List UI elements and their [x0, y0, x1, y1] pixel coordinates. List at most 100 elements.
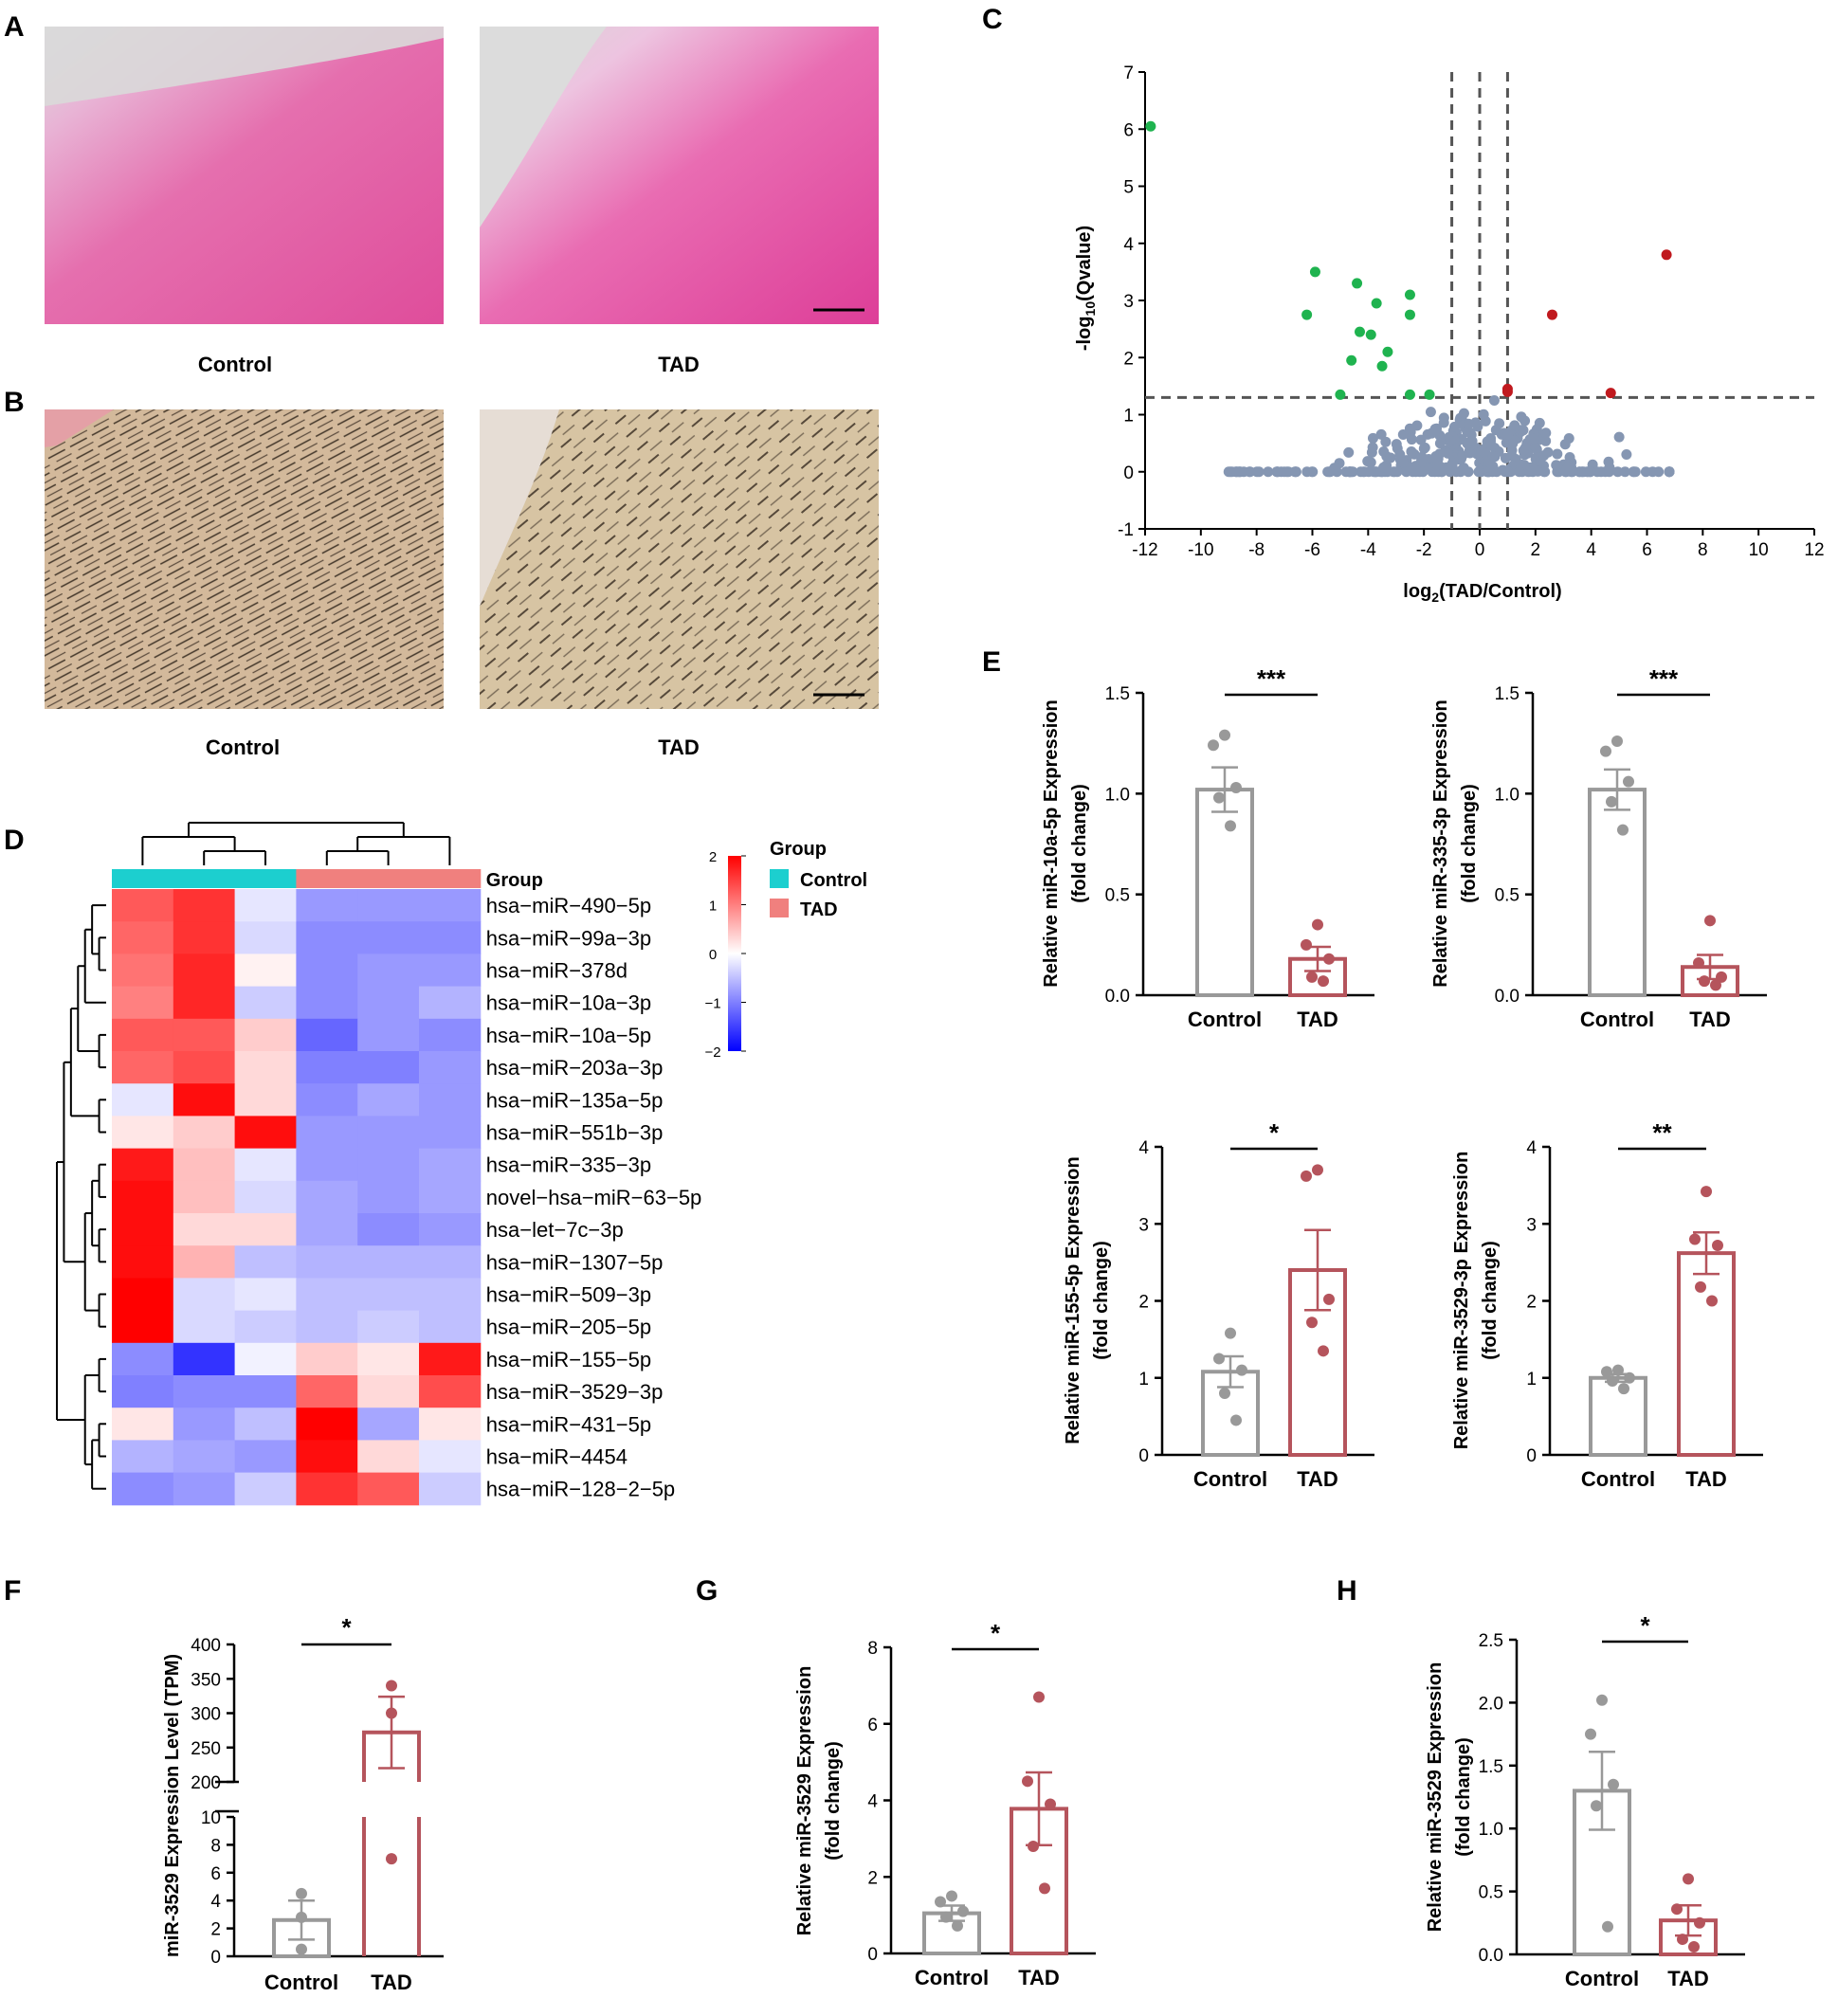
y-tick-label: 0.0: [1479, 1946, 1503, 1966]
y-axis-label-line2: (fold change): [823, 1741, 844, 1861]
ns-point: [1344, 466, 1356, 478]
data-point: [1602, 1920, 1613, 1933]
y-tick-label: 0: [1138, 1446, 1149, 1466]
data-point: [1301, 938, 1312, 951]
data-point: [1312, 918, 1323, 931]
ns-point: [1516, 411, 1527, 423]
y-tick-label: 2: [1526, 1293, 1537, 1313]
heatmap-cell: [234, 1213, 297, 1246]
y-tick-label: 4: [1526, 1138, 1537, 1158]
heatmap-cell: [173, 1245, 236, 1279]
down-regulated-point: [1352, 278, 1363, 289]
heatmap-cell: [296, 1213, 358, 1246]
group-bar-cell: [234, 869, 297, 888]
heatmap-cell: [296, 1148, 358, 1182]
ns-point: [1378, 462, 1390, 473]
category-label: Control: [1193, 1467, 1267, 1491]
heatmap-cell: [173, 1342, 236, 1376]
significance-label: *: [991, 1619, 1001, 1647]
ns-point: [1406, 462, 1417, 473]
group-bar-cell: [419, 869, 482, 888]
heatmap-cell: [112, 1310, 174, 1344]
ns-point: [1466, 435, 1478, 446]
heatmap-cell: [419, 1148, 482, 1182]
ns-point: [1518, 445, 1529, 456]
category-label: Control: [264, 1971, 338, 1994]
ns-point: [1375, 428, 1387, 440]
heatmap-cell: [234, 1408, 297, 1441]
heatmap-cell: [296, 889, 358, 922]
ns-point: [1263, 466, 1274, 478]
heatmap-cell: [112, 1245, 174, 1279]
ns-point: [1619, 466, 1630, 478]
group-bar-label: Group: [486, 870, 543, 891]
heatmap-cell: [173, 1408, 236, 1441]
scale-tick-label: −2: [704, 1044, 720, 1061]
data-point: [1688, 1941, 1700, 1953]
data-point: [296, 1887, 307, 1899]
heatmap-cell: [112, 1213, 174, 1246]
data-point: [1318, 1345, 1329, 1357]
heatmap-cell: [112, 1018, 174, 1052]
ns-point: [1483, 456, 1494, 467]
ns-point: [1409, 448, 1420, 460]
volcano-y-tick-label: 1: [1123, 407, 1134, 427]
volcano-x-tick-label: 2: [1531, 540, 1541, 560]
ns-point: [1502, 429, 1514, 441]
heatmap-cell: [419, 921, 482, 954]
heatmap-cell: [112, 1083, 174, 1117]
data-point: [1683, 1873, 1694, 1885]
category-label: TAD: [1297, 1467, 1338, 1491]
y-axis-label-line1: Relative miR-3529 Expression: [1425, 1662, 1446, 1933]
heatmap-cell: [296, 1472, 358, 1506]
data-point: [1706, 1295, 1718, 1307]
heatmap-cell: [296, 1083, 358, 1117]
heatmap-cell: [419, 1278, 482, 1312]
ns-point: [1411, 420, 1423, 431]
y-tick-label: 4: [1138, 1138, 1149, 1158]
panel-label-b: B: [4, 387, 25, 418]
heatmap-legend: Group Control TAD: [728, 839, 867, 1051]
heatmap-cell: [173, 1018, 236, 1052]
y-axis-label-line2: (fold change): [1091, 1241, 1112, 1360]
ns-point: [1518, 425, 1529, 436]
heatmap-row-label: hsa−let−7c−3p: [486, 1218, 624, 1242]
significance-label: ***: [1649, 664, 1679, 693]
heatmap-cell: [357, 1440, 420, 1474]
volcano-x-tick-label: 12: [1804, 540, 1824, 560]
category-label: TAD: [1018, 1966, 1060, 1989]
y-axis-label-line2: (fold change): [1453, 1737, 1474, 1857]
heatmap-cell: [357, 1310, 420, 1344]
y-tick-label: 4: [210, 1892, 221, 1912]
data-point: [1712, 1240, 1723, 1251]
data-point: [1596, 1694, 1608, 1706]
y-axis-label-line2: (fold change): [1459, 784, 1480, 903]
ns-point: [1368, 466, 1379, 478]
volcano-x-tick-label: 10: [1749, 540, 1769, 560]
bar-chart-e4: 0 1 2 3 4 Relative miR-3529-3p Expression (fol…: [1451, 1118, 1763, 1491]
heatmap-cell: [173, 1213, 236, 1246]
ns-point: [1385, 452, 1396, 463]
ns-point: [1595, 466, 1607, 478]
ns-point: [1457, 464, 1468, 476]
panel-label-c: C: [982, 4, 1003, 35]
scale-tick-label: 0: [709, 947, 717, 963]
data-point: [1608, 1778, 1619, 1790]
data-point: [1677, 1934, 1688, 1946]
heatmap-cell: [296, 1342, 358, 1376]
heatmap-cell: [357, 889, 420, 922]
volcano-x-tick-label: -10: [1188, 540, 1213, 560]
ns-point: [1397, 457, 1409, 468]
ns-point: [1253, 466, 1265, 478]
panel-b-left-image: [45, 409, 444, 709]
volcano-x-tick-label: 4: [1586, 540, 1596, 560]
heatmap-cell: [357, 986, 420, 1020]
heatmap-cell: [357, 1180, 420, 1214]
y-axis-label-line1: Relative miR-155-5p Expression: [1063, 1156, 1083, 1444]
data-point: [1618, 1383, 1629, 1395]
data-point: [1600, 745, 1611, 757]
volcano-y-tick-label: 6: [1123, 120, 1134, 140]
panel-label-a: A: [4, 11, 25, 43]
down-regulated-point: [1404, 389, 1415, 400]
down-regulated-point: [1382, 346, 1393, 357]
